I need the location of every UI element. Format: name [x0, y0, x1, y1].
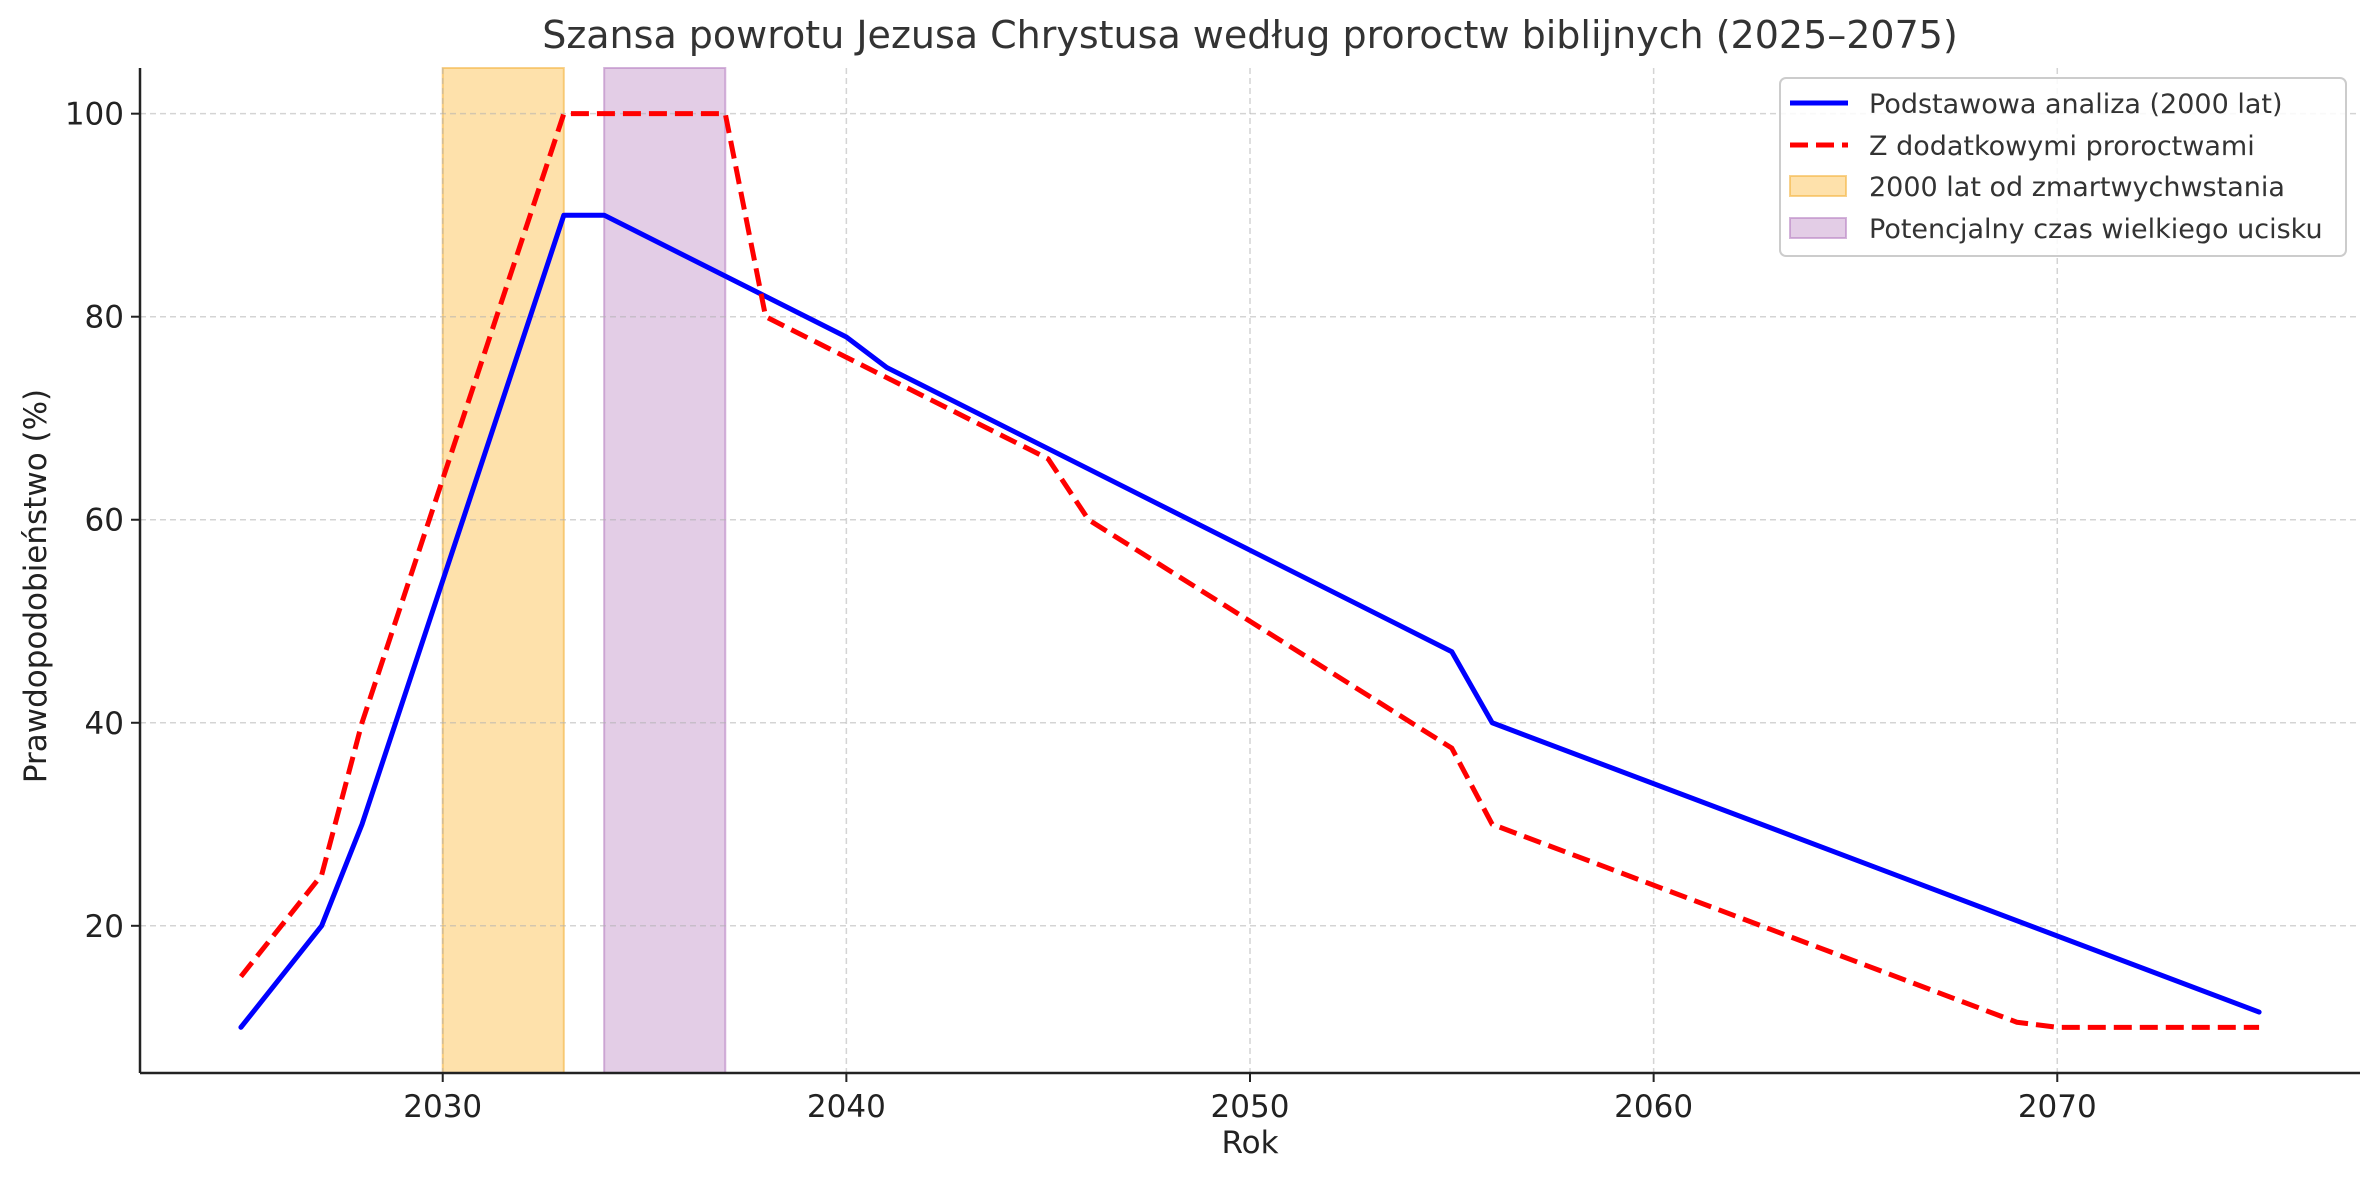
band-0 — [441, 67, 565, 1074]
legend-frame — [1779, 77, 2347, 257]
y-tick-label-2: 60 — [85, 503, 124, 539]
series-line-1 — [238, 111, 2260, 1030]
x-tick-label-1: 2040 — [807, 1089, 886, 1125]
x-tick-label-4: 2070 — [2018, 1089, 2097, 1125]
series-layer — [238, 111, 2262, 1030]
legend-label-band-0: 2000 lat od zmartwychwstania — [1869, 172, 2285, 203]
legend-swatch-band-0 — [1789, 175, 1847, 197]
band-1 — [603, 67, 727, 1074]
legend: Podstawowa analiza (2000 lat) Z dodatkow… — [1779, 77, 2347, 257]
series-line-0 — [238, 212, 2262, 1030]
y-tick-label-3: 80 — [85, 300, 124, 336]
legend-swatch-band-1 — [1789, 217, 1847, 239]
x-axis-label: Rok — [1221, 1125, 1278, 1161]
y-tick-label-4: 100 — [65, 97, 124, 133]
y-tick-label-1: 40 — [85, 706, 124, 742]
x-tick-label-0: 2030 — [403, 1089, 482, 1125]
y-tick-label-0: 20 — [85, 909, 124, 945]
legend-label-series-0: Podstawowa analiza (2000 lat) — [1869, 89, 2283, 120]
x-tick-label-2: 2050 — [1211, 1089, 1290, 1125]
chart-title: Szansa powrotu Jezusa Chrystusa według p… — [542, 13, 1958, 57]
grid-layer — [140, 68, 2360, 1073]
y-axis-label: Prawdopodobieństwo (%) — [18, 389, 54, 783]
bands-layer — [441, 67, 727, 1074]
legend-label-band-1: Potencjalny czas wielkiego ucisku — [1869, 214, 2323, 245]
x-tick-label-3: 2060 — [1614, 1089, 1693, 1125]
legend-label-series-1: Z dodatkowymi proroctwami — [1869, 131, 2255, 162]
